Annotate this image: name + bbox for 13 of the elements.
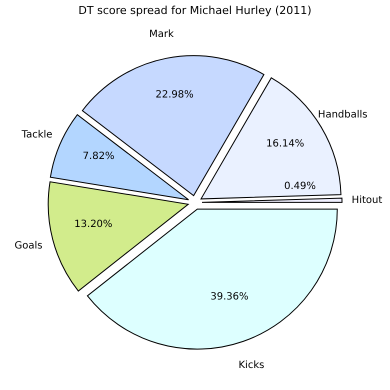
data-label: 16.14%	[266, 138, 304, 150]
data-label: 0.49%	[284, 180, 316, 192]
data-label: 39.36%	[210, 292, 249, 303]
data-label: 22.98%	[155, 90, 194, 101]
data-label: 7.82%	[82, 150, 114, 162]
chart-title: DT score spread for Michael Hurley (2011)	[78, 4, 312, 17]
slice-label: Mark	[149, 28, 174, 40]
slice-label: Tackle	[20, 129, 52, 140]
slice-label: Goals	[14, 240, 42, 252]
slice-label: Hitout	[352, 194, 382, 206]
data-label: 13.20%	[74, 218, 112, 230]
slice-label: Handballs	[318, 109, 368, 120]
slice-label: Kicks	[238, 360, 264, 371]
